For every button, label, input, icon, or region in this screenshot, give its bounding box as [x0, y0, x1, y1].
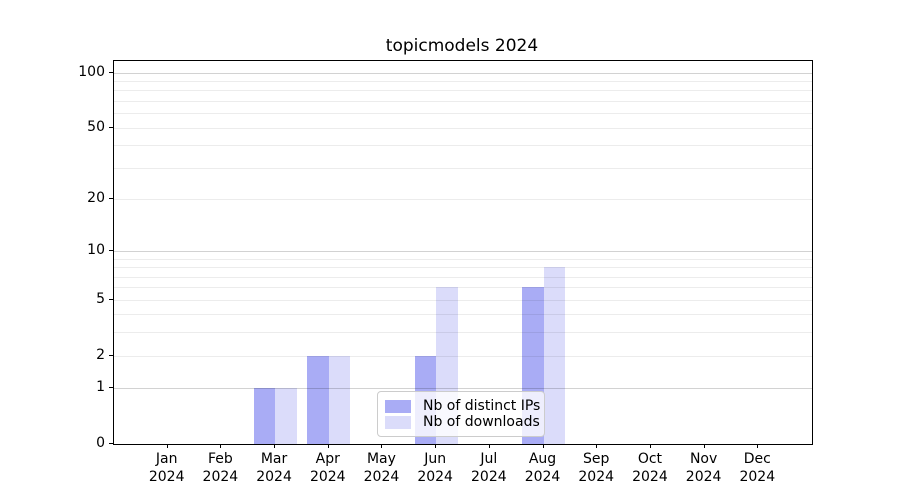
x-tick-label-may: May 2024 [363, 451, 400, 485]
y-tick-label-0: 0 [96, 435, 105, 451]
x-tick-mark-oct [649, 444, 651, 448]
y-tick-mark-10 [109, 250, 113, 251]
x-tick-label-feb: Feb 2024 [202, 451, 239, 485]
y-tick-mark-1 [109, 387, 113, 389]
bars-layer [114, 61, 812, 444]
y-tick-label-1: 1 [96, 379, 105, 396]
legend-swatch-downloads [385, 415, 411, 429]
y-tick-mark-0 [109, 443, 113, 444]
x-tick-mark-jan [166, 444, 168, 448]
bar-distinct-ips-apr [307, 355, 329, 444]
x-tick-mark-aug [542, 444, 544, 448]
y-tick-mark-2 [109, 354, 113, 356]
legend-item-downloads: Nb of downloads [385, 414, 540, 430]
y-tick-label-5: 5 [96, 290, 105, 307]
legend-swatch-distinct-ips [385, 399, 411, 413]
y-tick-label-20: 20 [87, 189, 105, 206]
bar-downloads-aug [543, 267, 566, 444]
plot-area: Nb of distinct IPs Nb of downloads [113, 60, 813, 445]
legend-label-downloads: Nb of downloads [423, 414, 540, 430]
legend-label-distinct-ips: Nb of distinct IPs [423, 398, 541, 414]
bar-downloads-mar [275, 388, 297, 444]
x-tick-label-aug: Aug 2024 [524, 451, 561, 485]
x-tick-label-apr: Apr 2024 [309, 451, 346, 485]
x-tick-mark-dec [757, 444, 759, 448]
x-tick-label-dec: Dec 2024 [739, 451, 776, 485]
chart-title: topicmodels 2024 [385, 36, 539, 56]
y-tick-mark-100 [109, 71, 113, 73]
y-tick-label-2: 2 [96, 346, 105, 363]
x-tick-label-mar: Mar 2024 [256, 451, 292, 485]
y-tick-label-50: 50 [87, 118, 105, 135]
x-tick-mark-mar [274, 444, 276, 448]
x-tick-mark-sep [596, 444, 598, 448]
x-tick-mark-nov [703, 444, 705, 448]
legend: Nb of distinct IPs Nb of downloads [377, 391, 545, 437]
bar-downloads-apr [328, 355, 351, 444]
x-tick-label-nov: Nov 2024 [685, 451, 722, 485]
y-tick-mark-50 [109, 126, 113, 128]
x-tick-mark-apr [327, 444, 329, 448]
x-tick-label-oct: Oct 2024 [632, 451, 668, 485]
x-tick-mark-jul [488, 444, 490, 448]
x-tick-mark-jun [435, 444, 437, 448]
y-tick-label-100: 100 [78, 63, 105, 80]
x-tick-label-jun: Jun 2024 [417, 451, 453, 485]
bar-distinct-ips-mar [253, 388, 276, 444]
x-tick-mark-feb [220, 444, 222, 448]
x-tick-mark-may [381, 444, 383, 448]
x-tick-label-jul: Jul 2024 [471, 451, 507, 485]
x-tick-label-jan: Jan 2024 [148, 451, 185, 485]
x-tick-label-sep: Sep 2024 [578, 451, 615, 485]
legend-item-distinct-ips: Nb of distinct IPs [385, 398, 540, 414]
y-tick-label-10: 10 [87, 242, 105, 258]
y-tick-mark-20 [109, 197, 113, 199]
y-tick-mark-5 [109, 298, 113, 300]
